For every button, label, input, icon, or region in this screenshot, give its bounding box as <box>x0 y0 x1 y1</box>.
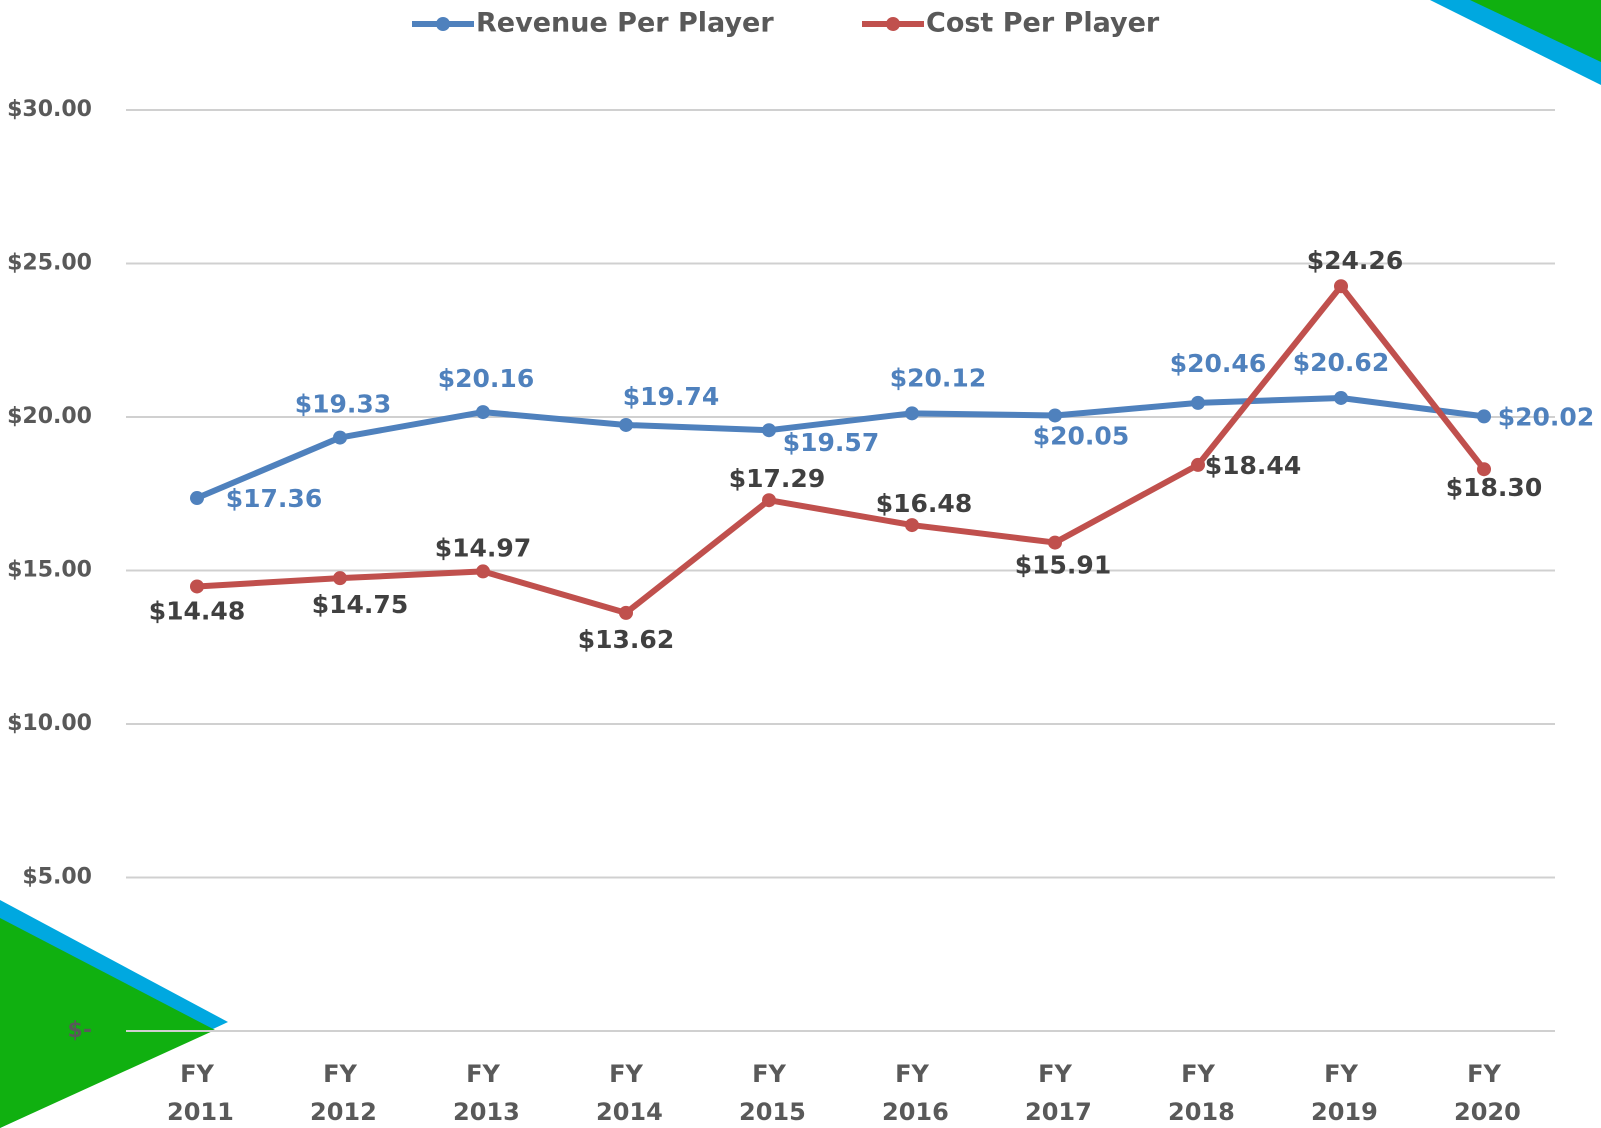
x-tick-label: FY 2017 <box>1025 1055 1085 1128</box>
point <box>333 431 347 445</box>
data-label: $20.02 <box>1498 402 1594 431</box>
x-tick-label: FY 2011 <box>167 1055 227 1128</box>
data-label: $20.62 <box>1293 348 1389 377</box>
x-tick-label: FY 2018 <box>1168 1055 1228 1128</box>
point <box>1048 408 1062 422</box>
y-tick-label: $- <box>68 1018 92 1043</box>
legend-label: Revenue Per Player <box>476 8 774 39</box>
data-label: $19.57 <box>783 428 879 457</box>
point <box>762 493 776 507</box>
point <box>333 571 347 585</box>
point <box>190 491 204 505</box>
data-label: $17.29 <box>729 464 825 493</box>
data-label: $17.36 <box>226 484 322 513</box>
data-label: $20.16 <box>438 364 534 393</box>
x-tick-label: FY 2020 <box>1454 1055 1514 1128</box>
x-tick-label: FY 2019 <box>1311 1055 1371 1128</box>
point <box>619 418 633 432</box>
data-label: $24.26 <box>1307 246 1403 275</box>
point <box>762 423 776 437</box>
point <box>1191 458 1205 472</box>
x-tick-label: FY 2013 <box>453 1055 513 1128</box>
point <box>476 405 490 419</box>
y-tick-label: $15.00 <box>7 558 92 583</box>
data-label: $20.05 <box>1033 421 1129 450</box>
chart-page: $- $5.00 $10.00 $15.00 $20.00 $25.00 $30.00 $17… <box>0 0 1601 1128</box>
data-label: $18.30 <box>1446 473 1542 502</box>
data-label: $19.74 <box>623 382 719 411</box>
point <box>619 606 633 620</box>
point <box>1334 279 1348 293</box>
x-tick-label: FY 2012 <box>310 1055 370 1128</box>
data-label: $19.33 <box>295 390 391 419</box>
y-tick-label: $10.00 <box>7 711 92 736</box>
data-label: $20.12 <box>890 363 986 392</box>
data-label: $20.46 <box>1170 349 1266 378</box>
data-label: $16.48 <box>876 489 972 518</box>
y-tick-label: $5.00 <box>22 865 92 890</box>
data-label: $18.44 <box>1205 451 1301 480</box>
point <box>905 406 919 420</box>
x-tick-label: FY 2015 <box>739 1055 799 1128</box>
legend-marker <box>886 17 900 31</box>
data-label: $14.97 <box>435 533 531 562</box>
point <box>1191 396 1205 410</box>
x-tick-label: FY 2016 <box>882 1055 942 1128</box>
y-tick-label: $25.00 <box>7 251 92 276</box>
legend-label: Cost Per Player <box>926 8 1160 39</box>
data-label: $14.75 <box>312 590 408 619</box>
y-tick-label: $30.00 <box>7 97 92 122</box>
data-label: $13.62 <box>578 625 674 654</box>
chart: $- $5.00 $10.00 $15.00 $20.00 $25.00 $30.00 $17… <box>0 0 1601 1128</box>
point <box>190 579 204 593</box>
point <box>905 518 919 532</box>
data-label: $15.91 <box>1015 551 1111 580</box>
point <box>1334 391 1348 405</box>
point <box>476 564 490 578</box>
y-tick-label: $20.00 <box>7 404 92 429</box>
legend-marker <box>436 17 450 31</box>
x-tick-label: FY 2014 <box>596 1055 656 1128</box>
point <box>1477 409 1491 423</box>
point <box>1048 536 1062 550</box>
data-label: $14.48 <box>149 596 245 625</box>
